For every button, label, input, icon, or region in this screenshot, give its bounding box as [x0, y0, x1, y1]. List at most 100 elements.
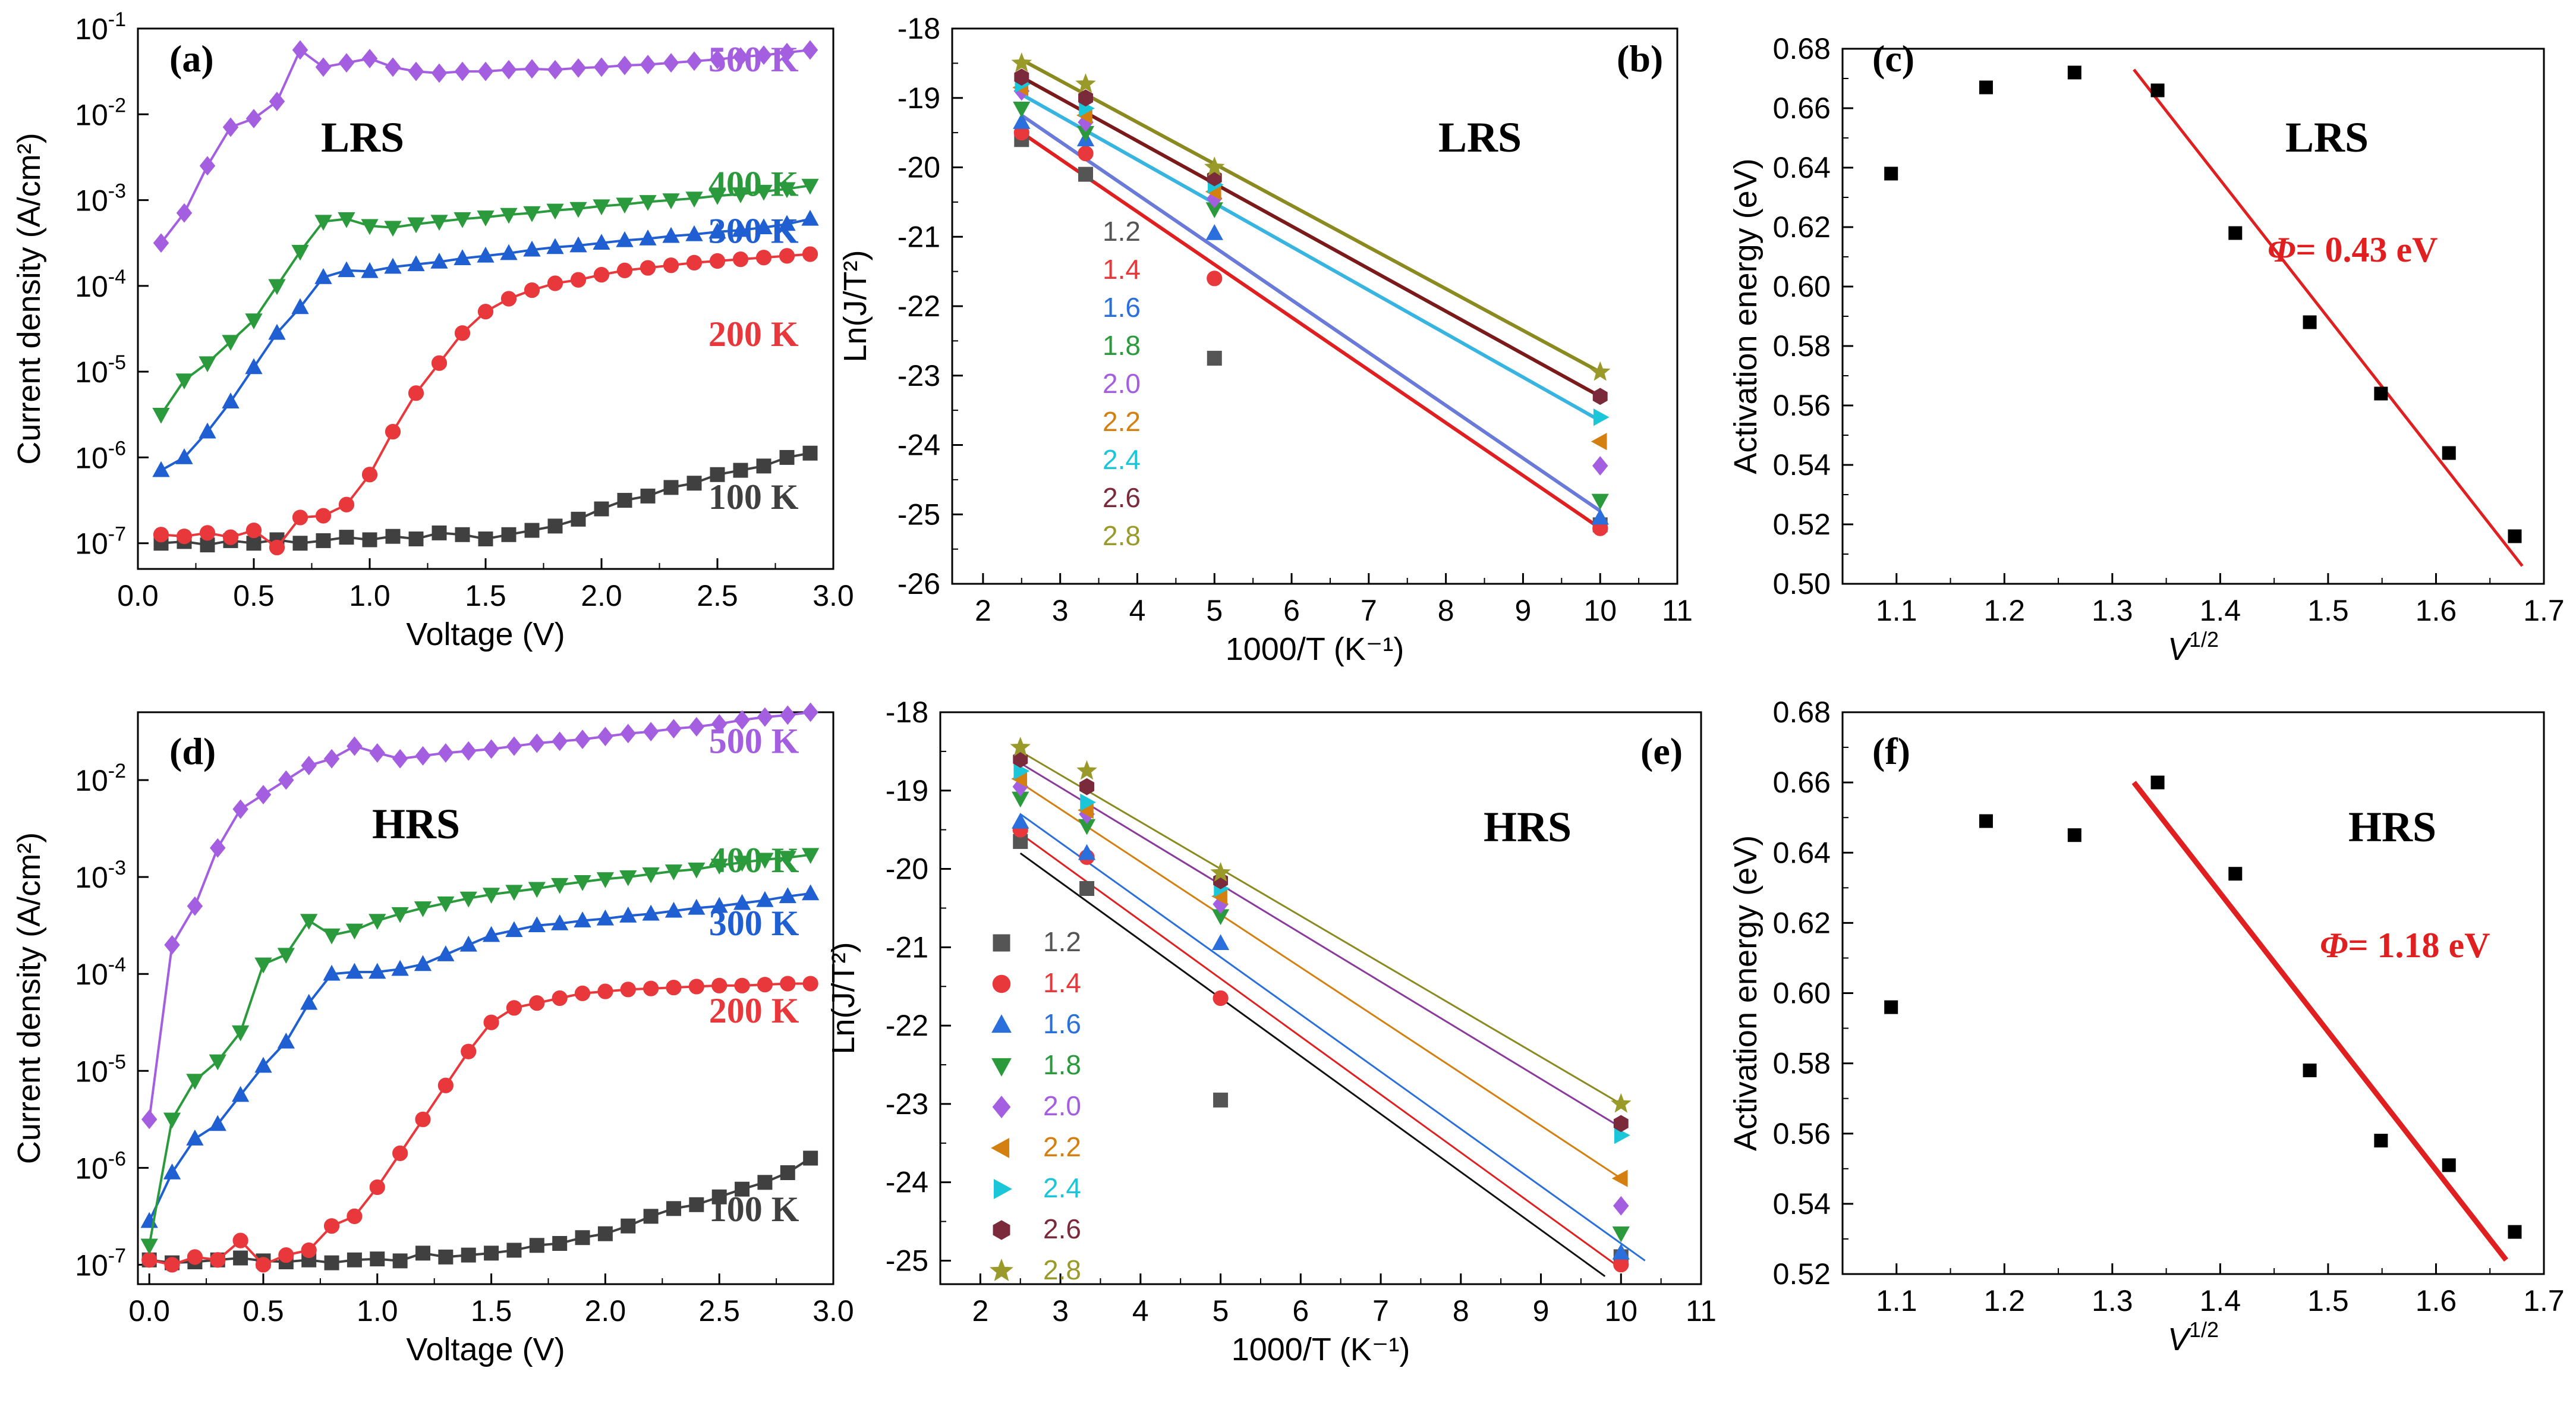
data-point [1013, 834, 1028, 849]
data-point [756, 891, 774, 907]
legend-label: 2.8 [1043, 1254, 1081, 1285]
x-tick-label: 2.0 [585, 1294, 626, 1328]
state-label: LRS [1438, 114, 1522, 161]
fit-line [1019, 762, 1622, 1128]
data-point [500, 59, 517, 80]
data-point [755, 250, 772, 266]
series-2.2: 2.2 [991, 770, 1628, 1187]
data-point [755, 218, 773, 235]
data-point [164, 935, 180, 955]
data-point [552, 731, 568, 751]
phi-value: = 0.43 eV [2295, 230, 2438, 269]
data-point [482, 926, 500, 942]
data-point [269, 92, 285, 112]
data-point [392, 1253, 408, 1269]
data-point [665, 864, 683, 880]
legend-marker [991, 1058, 1012, 1077]
x-tick-label: 1.4 [2200, 1284, 2241, 1317]
data-point [231, 1025, 250, 1042]
x-tick-label: 4 [1129, 594, 1146, 627]
data-point [546, 238, 564, 254]
data-point [757, 707, 773, 727]
data-point [369, 1179, 385, 1196]
y-tick-label: -25 [886, 1244, 928, 1277]
data-point [408, 531, 424, 546]
data-point [1010, 737, 1031, 757]
data-point [574, 729, 591, 750]
y-tick-label: 10-6 [75, 437, 126, 474]
y-tick-exponent: -4 [108, 266, 126, 288]
data-point [153, 527, 169, 543]
x-tick-label: 0.5 [233, 579, 275, 612]
data-point [1079, 881, 1095, 897]
data-point [245, 522, 262, 539]
data-point [2442, 1158, 2456, 1172]
data-point [483, 1014, 499, 1030]
y-tick-label: 0.56 [1773, 1117, 1831, 1150]
plot-frame [137, 711, 834, 1285]
legend-label: 2.4 [1043, 1172, 1081, 1203]
panel-b: 2 3 4 5 6 7 8 9 10 11 -26 -25 -24 -23 -22 -21 -20 -19 -18 1… [837, 12, 1693, 667]
legend-label: 2.0 [1103, 368, 1141, 399]
data-point [1612, 1243, 1630, 1260]
x-tick-label: 2 [975, 594, 991, 627]
data-point [222, 392, 240, 408]
data-point [734, 710, 750, 730]
y-tick-label: -18 [897, 12, 940, 45]
data-point [415, 746, 431, 766]
legend-label: 1.8 [1043, 1049, 1081, 1080]
y-tick-exponent: -2 [108, 94, 126, 117]
data-point [324, 1255, 339, 1270]
x-axis-label: Voltage (V) [406, 617, 565, 652]
x-tick-label: 6 [1283, 594, 1300, 627]
panel-e: 2 3 4 5 6 7 8 9 10 11 -25 -24 -23 -22 -21 -20 -19 -18 1000… [826, 696, 1717, 1367]
series-1.2: 1.2 [993, 834, 1629, 1265]
data-point [323, 964, 341, 981]
data-point [431, 355, 448, 371]
series-label: 300 K [708, 212, 799, 251]
data-point [569, 202, 587, 218]
y-tick-exponent: -4 [108, 954, 126, 976]
data-point [2508, 1225, 2522, 1239]
x-tick-label: 1.3 [2092, 1284, 2133, 1317]
x-tick-label: 1.3 [2092, 594, 2133, 627]
data-point [685, 191, 703, 208]
data-point [347, 736, 363, 756]
data-point [757, 1175, 773, 1190]
data-point [407, 255, 425, 272]
data-point [222, 117, 239, 137]
data-point [384, 221, 402, 237]
y-tick-label: 0.54 [1773, 448, 1831, 482]
data-point [662, 227, 680, 243]
y-tick-label: 0.58 [1773, 329, 1831, 363]
data-point [732, 47, 749, 67]
x-tick-label: 1.1 [1876, 594, 1917, 627]
data-point [245, 109, 262, 128]
y-tick-label: 0.64 [1773, 151, 1831, 184]
data-point [323, 928, 341, 945]
data-point [546, 203, 564, 220]
data-point [232, 799, 248, 819]
data-point [301, 756, 317, 776]
y-tick-label: -23 [897, 359, 940, 392]
series-400-K: 400 K [140, 841, 820, 1255]
data-point [757, 977, 773, 993]
data-point [733, 894, 751, 910]
state-label: LRS [2285, 114, 2369, 161]
data-point [176, 203, 193, 223]
y-tick-label: 10-7 [75, 1244, 126, 1282]
legend-label: 1.2 [1043, 926, 1081, 957]
data-point [361, 219, 379, 235]
data-point [477, 304, 494, 320]
y-tick-label: 0.52 [1773, 1257, 1831, 1291]
y-tick-exponent: -3 [108, 857, 126, 879]
data-point [597, 1226, 613, 1241]
data-point [300, 914, 318, 930]
data-point [268, 279, 286, 295]
data-point [1610, 1093, 1632, 1113]
data-point [617, 493, 632, 508]
y-tick-label: 10-2 [75, 94, 126, 131]
legend-label: 1.6 [1043, 1008, 1081, 1039]
data-point [199, 422, 216, 439]
